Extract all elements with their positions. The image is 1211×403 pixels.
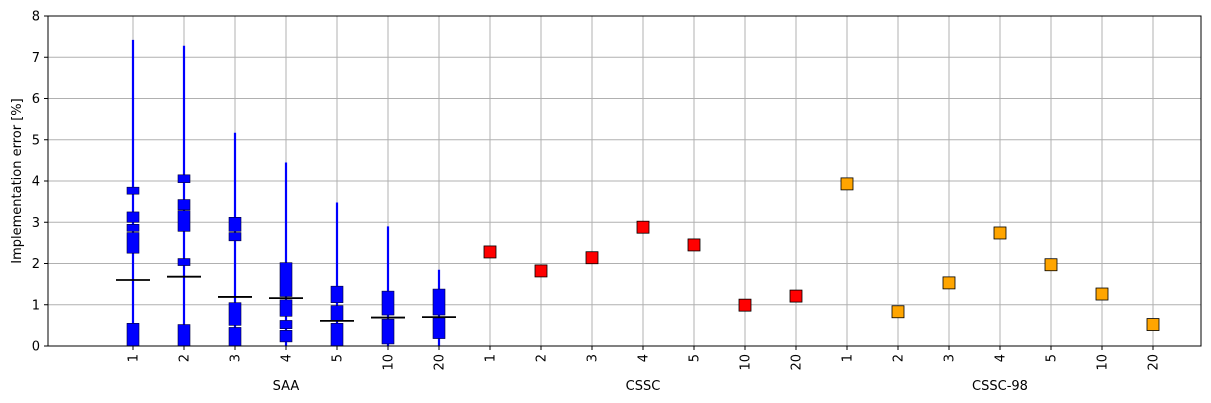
x-tick-label: 2 xyxy=(892,354,907,362)
x-tick-label: 4 xyxy=(994,354,1009,362)
y-tick-label: 4 xyxy=(32,175,40,190)
saa-density-block xyxy=(126,186,140,195)
saa-density-block xyxy=(177,199,191,211)
cssc-marker xyxy=(789,289,803,303)
x-tick-label: 5 xyxy=(331,354,346,362)
y-tick-label: 3 xyxy=(32,216,40,231)
saa-density-block xyxy=(330,305,344,321)
cssc-marker xyxy=(636,220,650,234)
x-tick-label: 10 xyxy=(382,354,397,371)
group-label: CSSC xyxy=(626,379,661,394)
cssc-marker xyxy=(687,238,701,252)
saa-density-block xyxy=(126,211,140,223)
saa-density-block xyxy=(381,318,395,345)
x-tick-label: 10 xyxy=(1096,354,1111,371)
cssc98-marker xyxy=(993,226,1007,240)
saa-density-block xyxy=(228,327,242,347)
x-tick-label: 20 xyxy=(790,354,805,371)
scatter-markers xyxy=(483,177,1160,331)
x-tick-label: 1 xyxy=(484,354,499,362)
saa-density-block xyxy=(228,302,242,326)
saa-density-block xyxy=(126,224,140,232)
x-tick-label: 5 xyxy=(688,354,703,362)
x-axis-ticks: 1 2 3 4 5 10 20 1 2 3 4 5 10 20 1 2 3 4 5 10 20 xyxy=(127,346,1162,371)
x-tick-label: 2 xyxy=(178,354,193,362)
x-tick-label: 10 xyxy=(739,354,754,371)
saa-density-block xyxy=(126,232,140,254)
saa-density-block xyxy=(177,258,191,266)
saa-density-block xyxy=(432,317,446,339)
y-tick-label: 8 xyxy=(32,10,40,25)
saa-density-block xyxy=(279,320,293,329)
saa-density-block xyxy=(177,174,191,183)
saa-density-block xyxy=(330,323,344,347)
y-axis-title: Implementation error [%] xyxy=(10,98,25,263)
cssc-marker xyxy=(483,245,497,259)
saa-density-block xyxy=(279,299,293,317)
saa-density-block xyxy=(177,324,191,347)
cssc98-marker xyxy=(942,276,956,290)
cssc-marker xyxy=(534,264,548,278)
x-tick-label: 20 xyxy=(1147,354,1162,371)
y-tick-label: 7 xyxy=(32,51,40,66)
saa-density-block xyxy=(279,330,293,343)
saa-density-block xyxy=(228,232,242,242)
x-tick-label: 1 xyxy=(841,354,856,362)
x-tick-label: 5 xyxy=(1045,354,1060,362)
x-tick-label: 3 xyxy=(943,354,958,362)
group-labels: SAA CSSC CSSC-98 xyxy=(273,379,1028,394)
cssc98-marker xyxy=(840,177,854,191)
y-tick-label: 1 xyxy=(32,298,40,313)
x-tick-label: 20 xyxy=(433,354,448,371)
x-tick-label: 2 xyxy=(535,354,550,362)
y-axis-ticks: 0 1 2 3 4 5 6 7 8 xyxy=(32,10,48,355)
saa-density-block xyxy=(126,323,140,347)
saa-density-block xyxy=(279,262,293,297)
group-label: CSSC-98 xyxy=(972,379,1028,394)
cssc98-marker xyxy=(1044,258,1058,272)
x-tick-label: 3 xyxy=(229,354,244,362)
cssc-marker xyxy=(738,298,752,312)
cssc-marker xyxy=(585,251,599,265)
saa-density-block xyxy=(228,217,242,232)
saa-density-block xyxy=(330,285,344,303)
cssc98-marker xyxy=(1146,318,1160,331)
y-tick-label: 5 xyxy=(32,133,40,148)
cssc98-marker xyxy=(891,305,905,319)
saa-density-block xyxy=(381,290,395,316)
saa-density-block xyxy=(432,288,446,316)
x-tick-label: 3 xyxy=(586,354,601,362)
x-tick-label: 1 xyxy=(127,354,142,362)
y-tick-label: 2 xyxy=(32,257,40,272)
saa-distributions xyxy=(116,39,456,347)
x-tick-label: 4 xyxy=(637,354,652,362)
saa-density-block xyxy=(177,210,191,232)
cssc98-marker xyxy=(1095,287,1109,301)
y-tick-label: 0 xyxy=(32,340,40,355)
y-tick-label: 6 xyxy=(32,92,40,107)
group-label: SAA xyxy=(273,379,300,394)
x-tick-label: 4 xyxy=(280,354,295,362)
